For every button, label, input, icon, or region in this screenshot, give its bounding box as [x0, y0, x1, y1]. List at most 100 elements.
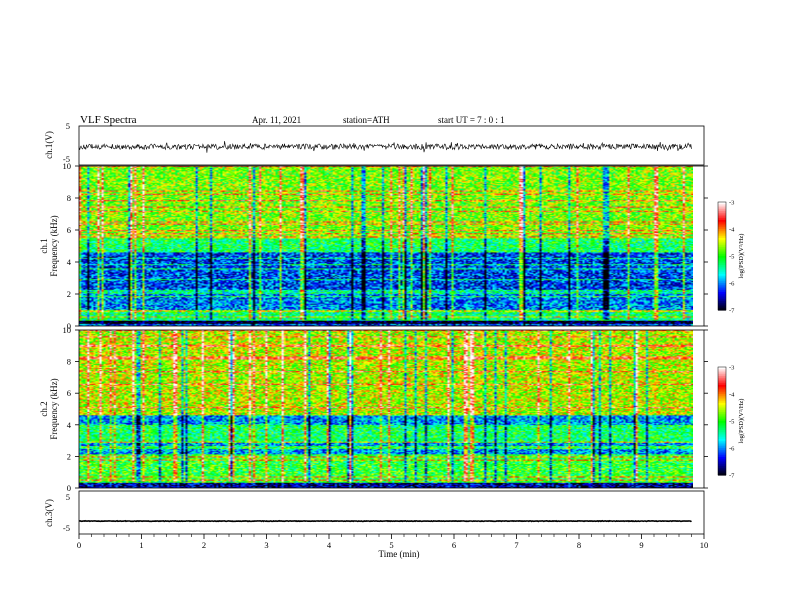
ch1-spectrogram-ylabel-channel: ch.1 — [39, 238, 49, 253]
ch1-colorbar-step — [718, 290, 726, 293]
ch1-spectrogram-ytick-label: 2 — [67, 289, 71, 299]
ch2-colorbar-step — [718, 462, 726, 465]
ch1-colorbar-frame — [717, 201, 727, 311]
ch1-colorbar-step — [718, 272, 726, 275]
ch1-colorbar-step — [718, 270, 726, 273]
ch1-colorbar-step — [718, 225, 726, 228]
ch1-colorbar-step — [718, 214, 726, 217]
x-tick-label: 7 — [514, 540, 518, 550]
ch1-colorbar: -3 -4 -5 -6 -7 log(PSD)(V²/Hz) — [717, 200, 745, 315]
ch1-colorbar-step — [718, 216, 726, 219]
ch1-colorbar-tick: -6 — [729, 281, 735, 288]
ch1-colorbar-step — [718, 293, 726, 297]
ch2-colorbar-step — [718, 388, 726, 391]
ch1-waveform-frame — [78, 125, 705, 166]
x-tick-label: 6 — [452, 540, 456, 550]
ch1-colorbar-step — [718, 261, 726, 264]
ch2-spectrogram-ytick-label: 4 — [67, 420, 72, 430]
ch2-colorbar-step — [718, 395, 726, 399]
ch1-colorbar-label: log(PSD)(V²/Hz) — [738, 234, 745, 279]
ch1-colorbar-step — [718, 279, 726, 282]
ch2-spectrogram-ytick-label: 0 — [67, 483, 71, 493]
ch1-colorbar-step — [718, 265, 726, 268]
x-tick-label: 8 — [577, 540, 581, 550]
ch2-colorbar-tick: -4 — [729, 392, 735, 399]
ch1-colorbar-tick: -7 — [729, 308, 735, 315]
ch1-colorbar-step — [718, 207, 726, 210]
ch2-colorbar-step — [718, 415, 726, 418]
x-tick-label: 3 — [264, 540, 268, 550]
ch1-colorbar-step — [718, 245, 726, 248]
ch2-colorbar-step — [718, 473, 726, 476]
ch2-colorbar-step — [718, 399, 726, 402]
ch1-colorbar-step — [718, 202, 726, 205]
ch1-colorbar-step — [718, 230, 726, 234]
ch1-colorbar-step — [718, 277, 726, 280]
ch2-colorbar-step — [718, 466, 726, 469]
ch1-ytick-top: 5 — [66, 121, 70, 131]
ch2-colorbar-step — [718, 439, 726, 442]
ch2-colorbar-step — [718, 381, 726, 384]
ch2-spectrogram-yticks: 0 2 4 6 8 10 — [63, 325, 708, 493]
ch3-ytick-bottom: -5 — [63, 523, 70, 533]
time-x-axis: 0 1 2 3 4 5 6 7 8 9 10 — [77, 534, 708, 550]
ch2-colorbar-step — [718, 404, 726, 408]
ch2-colorbar-step — [718, 428, 726, 431]
ch2-spectrogram-ytick-label: 6 — [67, 388, 71, 398]
ch1-colorbar-step — [718, 274, 726, 277]
ch2-colorbar-step — [718, 435, 726, 438]
ch1-colorbar-step — [718, 259, 726, 262]
ch1-colorbar-tick: -4 — [729, 227, 735, 234]
ch2-colorbar-step — [718, 464, 726, 467]
ch2-colorbar-step — [718, 424, 726, 427]
ch2-colorbar-step — [718, 372, 726, 375]
ch1-colorbar-step — [718, 304, 726, 307]
ch2-spectrogram-ytick-label: 10 — [63, 325, 72, 335]
ch2-colorbar-step — [718, 437, 726, 440]
ch2-colorbar-step — [718, 367, 726, 370]
ch1-colorbar-step — [718, 256, 726, 259]
ch3-waveform-frame — [78, 490, 705, 535]
ch1-waveform-line — [78, 141, 692, 153]
ch2-colorbar-step — [718, 440, 726, 444]
ch1-colorbar-step — [718, 243, 726, 246]
ch2-colorbar-step — [718, 383, 726, 386]
x-tick-label: 5 — [389, 540, 393, 550]
ch1-spectrogram-ytick-label: 0 — [67, 321, 71, 331]
ch1-colorbar-tick: -3 — [729, 200, 734, 207]
ch2-colorbar-step — [718, 455, 726, 458]
ch2-colorbar-step — [718, 421, 726, 424]
ch1-colorbar-step — [718, 247, 726, 250]
ch2-colorbar-step — [718, 379, 726, 382]
ch1-colorbar-step — [718, 223, 726, 226]
ch2-colorbar-step — [718, 417, 726, 420]
ch2-colorbar-step — [718, 394, 726, 397]
ch1-spectrogram-panel: 0 2 4 6 8 10 ch.1 Frequency (kHz) — [39, 161, 708, 331]
ch1-colorbar-step — [718, 236, 726, 239]
ch2-colorbar-step — [718, 386, 726, 390]
ch1-spectrogram-image — [79, 166, 693, 326]
ch1-spectrogram-ytick-label: 8 — [67, 193, 71, 203]
ch1-spectrogram-frame — [78, 165, 705, 327]
ch1-colorbar-step — [718, 268, 726, 271]
ch2-colorbar-frame — [717, 366, 727, 476]
ch1-colorbar-step — [718, 301, 726, 304]
ch1-waveform-panel: 5 -5 ch.1(V) — [44, 121, 705, 166]
ch2-spectrogram-frame — [78, 329, 705, 489]
ch3-waveform-panel: 5 -5 ch.3(V) — [44, 490, 705, 535]
ch3-waveform-line — [78, 519, 692, 523]
ch1-colorbar-step — [718, 211, 726, 214]
x-tick-label: 4 — [327, 540, 332, 550]
x-tick-label: 2 — [202, 540, 206, 550]
ch2-colorbar: -3 -4 -5 -6 -7 log(PSD)(V²/Hz) — [717, 365, 745, 480]
ch2-colorbar-step — [718, 446, 726, 449]
ch1-colorbar-step — [718, 239, 726, 243]
ch2-colorbar-step — [718, 406, 726, 409]
ch2-colorbar-step — [718, 444, 726, 447]
ch1-colorbar-step — [718, 297, 726, 300]
figure-title: VLF Spectra — [80, 114, 137, 126]
ch1-colorbar-step — [718, 220, 726, 223]
ch1-colorbar-tick: -5 — [729, 254, 734, 261]
ch1-colorbar-step — [718, 232, 726, 235]
